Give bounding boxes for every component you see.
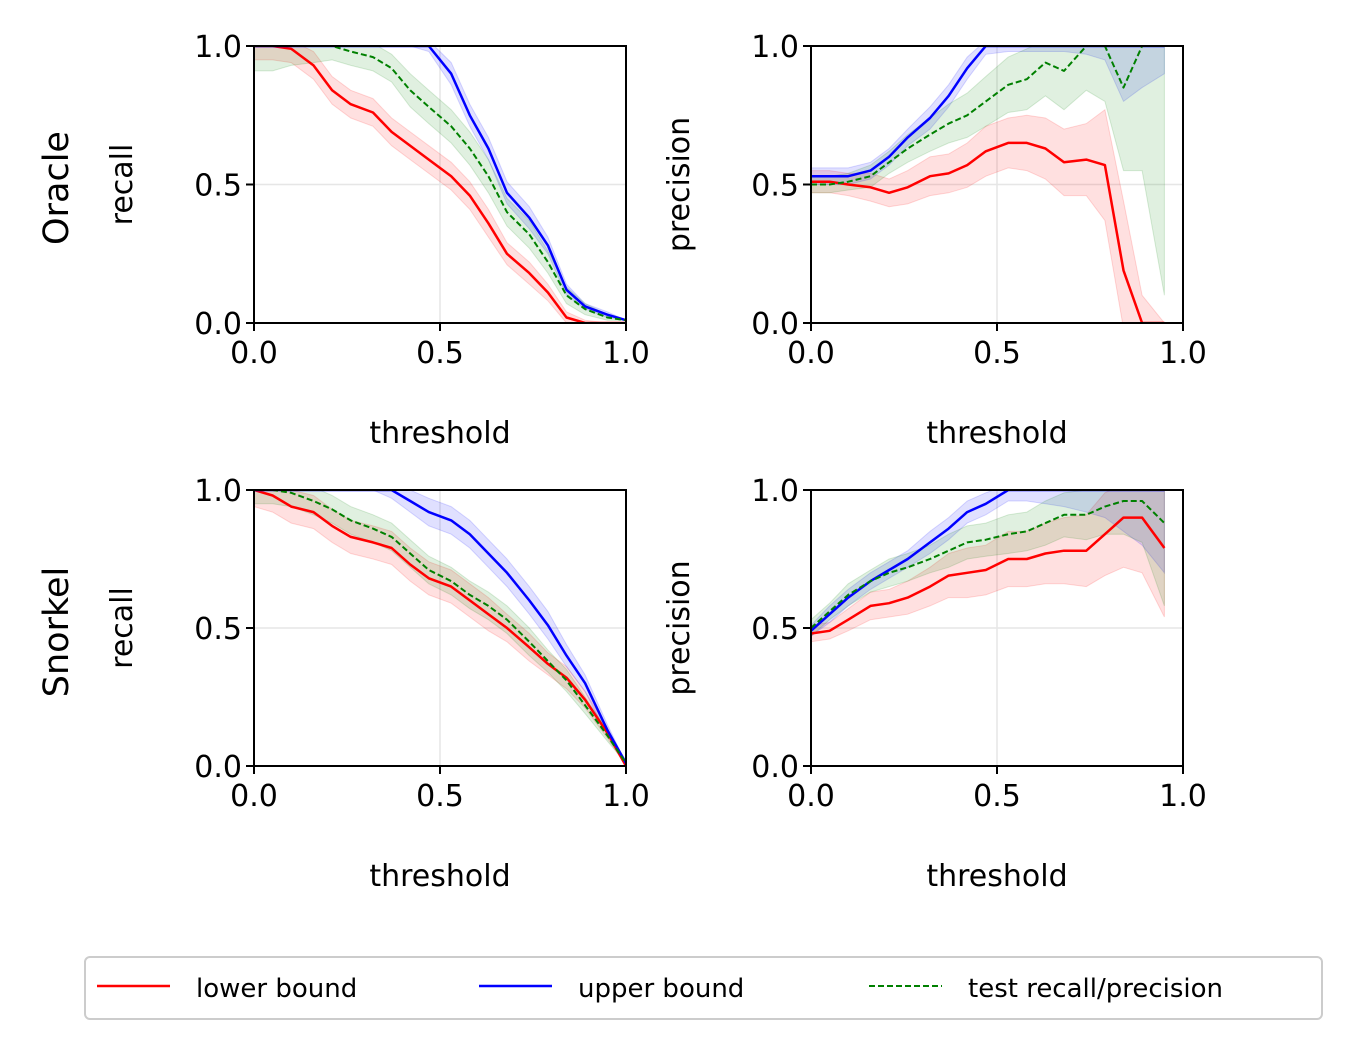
snorkel-precision-xtick-label-1: 0.5: [973, 779, 1021, 814]
oracle-precision-xtick-label-2: 1.0: [1159, 336, 1207, 371]
legend: lower bound upper bound test recall/prec…: [84, 956, 1323, 1020]
legend-frame: [84, 956, 1323, 1020]
oracle-precision-line-test: [811, 46, 1165, 186]
snorkel-precision-plot-area: [811, 490, 1166, 643]
oracle-precision-band-lower: [811, 108, 1166, 323]
snorkel-recall-band-lower: [254, 490, 626, 766]
snorkel-precision-ytick-label-2: 1.0: [751, 474, 799, 509]
oracle-recall-band-lower: [254, 46, 626, 323]
snorkel-precision-line-lower: [811, 516, 1166, 635]
panel-oracle-recall: 0.0 0.5 1.0 0.0 0.5 1.0 threshold recall: [105, 30, 650, 451]
oracle-precision-ytick-label-2: 1.0: [751, 30, 799, 65]
snorkel-recall-line-upper: [254, 490, 626, 764]
oracle-recall-ytick-label-0: 0.0: [194, 307, 242, 342]
snorkel-precision-ytick-label-0: 0.0: [751, 750, 799, 785]
panel-snorkel-precision: 0.0 0.5 1.0 0.0 0.5 1.0 threshold precision: [662, 474, 1207, 894]
oracle-precision-line-upper: [811, 46, 1165, 178]
snorkel-recall-xtick-label-1: 0.5: [416, 779, 464, 814]
snorkel-recall-line-test: [254, 490, 626, 764]
snorkel-precision-ylabel: precision: [662, 560, 697, 695]
snorkel-precision-band-lower: [811, 490, 1165, 643]
oracle-recall-band-test: [254, 46, 626, 321]
legend-label-lower: lower bound: [196, 974, 357, 1004]
snorkel-precision-xlabel: threshold: [926, 859, 1067, 894]
oracle-recall-line-test: [254, 46, 626, 322]
oracle-recall-line-upper: [254, 46, 626, 322]
snorkel-recall-band-upper: [254, 490, 626, 764]
oracle-recall-xtick-label-0: 0.0: [230, 336, 278, 371]
snorkel-precision-band-test: [811, 490, 1165, 637]
row-label-oracle: Oracle: [37, 131, 77, 245]
oracle-recall-line-lower: [254, 46, 626, 323]
oracle-recall-ytick-label-1: 0.5: [194, 169, 242, 204]
oracle-recall-xtick-label-2: 1.0: [602, 336, 650, 371]
oracle-precision-ytick-label-1: 0.5: [751, 169, 799, 204]
oracle-precision-xtick-label-1: 0.5: [973, 336, 1021, 371]
snorkel-precision-ytick-label-1: 0.5: [751, 612, 799, 647]
row-label-snorkel: Snorkel: [37, 567, 77, 697]
oracle-recall-ylabel: recall: [105, 144, 140, 226]
oracle-precision-ytick-label-0: 0.0: [751, 307, 799, 342]
oracle-recall-xtick-label-1: 0.5: [416, 336, 464, 371]
snorkel-recall-band-test: [254, 490, 626, 764]
oracle-precision-plot-area: [811, 46, 1166, 323]
oracle-precision-band-test: [811, 46, 1165, 296]
snorkel-precision-xtick-label-2: 1.0: [1159, 779, 1207, 814]
panel-snorkel-recall: 0.0 0.5 1.0 0.0 0.5 1.0 threshold recall: [105, 474, 650, 894]
snorkel-precision-line-test: [811, 500, 1166, 629]
snorkel-recall-xlabel: threshold: [369, 859, 510, 894]
legend-label-upper: upper bound: [578, 974, 744, 1004]
snorkel-precision-band-upper: [811, 490, 1165, 637]
oracle-precision-ylabel: precision: [662, 117, 697, 252]
oracle-precision-xlabel: threshold: [926, 416, 1067, 451]
oracle-recall-xlabel: threshold: [369, 416, 510, 451]
panel-oracle-precision: 0.0 0.5 1.0 0.0 0.5 1.0 threshold precision: [662, 30, 1207, 451]
oracle-recall-ytick-label-2: 1.0: [194, 30, 242, 65]
snorkel-recall-xtick-label-2: 1.0: [602, 779, 650, 814]
snorkel-recall-ylabel: recall: [105, 587, 140, 669]
snorkel-recall-ytick-label-0: 0.0: [194, 750, 242, 785]
snorkel-recall-ytick-label-1: 0.5: [194, 612, 242, 647]
oracle-recall-plot-area: [254, 46, 626, 323]
snorkel-recall-xtick-label-0: 0.0: [230, 779, 278, 814]
snorkel-recall-ytick-label-2: 1.0: [194, 474, 242, 509]
oracle-precision-band-upper: [811, 46, 1165, 185]
snorkel-recall-line-lower: [254, 490, 626, 766]
oracle-precision-xtick-label-0: 0.0: [787, 336, 835, 371]
snorkel-recall-plot-area: [254, 490, 626, 766]
oracle-precision-line-lower: [811, 141, 1165, 323]
legend-label-test: test recall/precision: [968, 974, 1223, 1004]
snorkel-precision-xtick-label-0: 0.0: [787, 779, 835, 814]
